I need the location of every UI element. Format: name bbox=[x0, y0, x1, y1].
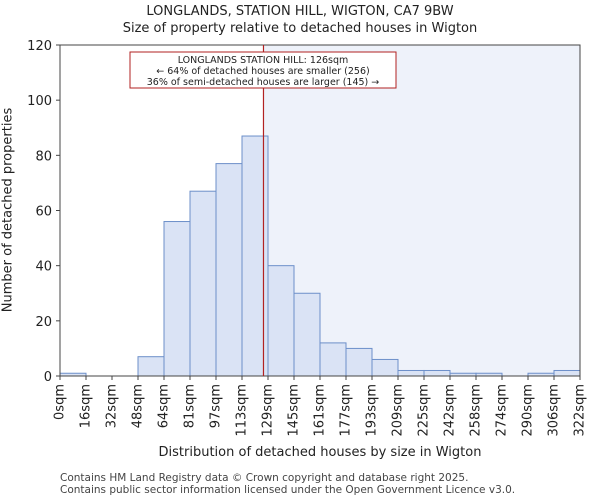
bar-81sqm bbox=[189, 190, 217, 377]
x-tick-label: 258sqm bbox=[469, 384, 484, 437]
bar-48sqm bbox=[137, 356, 165, 377]
annotation-box bbox=[129, 51, 397, 89]
bar-177sqm bbox=[345, 347, 373, 377]
x-tick-label: 81sqm bbox=[183, 384, 198, 428]
x-tick-label: 16sqm bbox=[79, 384, 94, 428]
y-tick-label: 40 bbox=[35, 260, 52, 275]
x-tick-label: 48sqm bbox=[131, 384, 146, 428]
chart-subtitle: Size of property relative to detached ho… bbox=[122, 21, 478, 36]
y-axis-label: Number of detached properties bbox=[0, 107, 16, 313]
y-tick-label: 80 bbox=[35, 149, 52, 164]
y-tick-label: 100 bbox=[27, 94, 52, 109]
annotation-line-1: LONGLANDS STATION HILL: 126sqm bbox=[178, 55, 349, 66]
bar-209sqm bbox=[397, 369, 425, 377]
x-tick-label: 97sqm bbox=[209, 384, 224, 428]
bar-64sqm bbox=[163, 221, 191, 377]
y-tick-label: 120 bbox=[27, 39, 52, 54]
x-tick-label: 145sqm bbox=[287, 384, 302, 437]
annotation-line-2: ← 64% of detached houses are smaller (25… bbox=[156, 66, 369, 77]
footer-line-2: Contains public sector information licen… bbox=[60, 484, 516, 496]
x-tick-label: 113sqm bbox=[235, 384, 250, 437]
bar-306sqm bbox=[553, 369, 581, 377]
x-tick-label: 290sqm bbox=[521, 384, 536, 437]
x-tick-label: 161sqm bbox=[313, 384, 328, 437]
bar-225sqm bbox=[423, 369, 451, 377]
x-tick-label: 242sqm bbox=[443, 384, 458, 437]
y-tick-label: 60 bbox=[35, 205, 52, 220]
x-tick-label: 129sqm bbox=[261, 384, 276, 437]
annotation-line-3: 36% of semi-detached houses are larger (… bbox=[147, 77, 380, 88]
x-tick-label: 322sqm bbox=[573, 384, 588, 437]
x-tick-label: 64sqm bbox=[157, 384, 172, 428]
x-tick-label: 177sqm bbox=[339, 384, 354, 437]
x-tick-label: 0sqm bbox=[53, 384, 68, 420]
x-tick-label: 306sqm bbox=[547, 384, 562, 437]
x-tick-label: 225sqm bbox=[417, 384, 432, 437]
bar-145sqm bbox=[293, 292, 321, 377]
x-axis-label: Distribution of detached houses by size … bbox=[158, 445, 482, 460]
x-tick-label: 209sqm bbox=[391, 384, 406, 437]
chart-title: LONGLANDS, STATION HILL, WIGTON, CA7 9BW bbox=[146, 4, 454, 19]
bar-97sqm bbox=[215, 163, 243, 377]
bar-113sqm bbox=[241, 135, 269, 377]
y-tick-label: 20 bbox=[35, 315, 52, 330]
x-tick-label: 193sqm bbox=[365, 384, 380, 437]
y-tick-label: 0 bbox=[44, 370, 52, 385]
bar-193sqm bbox=[371, 358, 399, 377]
x-tick-label: 32sqm bbox=[105, 384, 120, 428]
x-tick-label: 274sqm bbox=[495, 384, 510, 437]
bar-129sqm bbox=[267, 265, 295, 377]
bar-161sqm bbox=[319, 342, 347, 377]
footer-line-1: Contains HM Land Registry data © Crown c… bbox=[60, 472, 469, 484]
